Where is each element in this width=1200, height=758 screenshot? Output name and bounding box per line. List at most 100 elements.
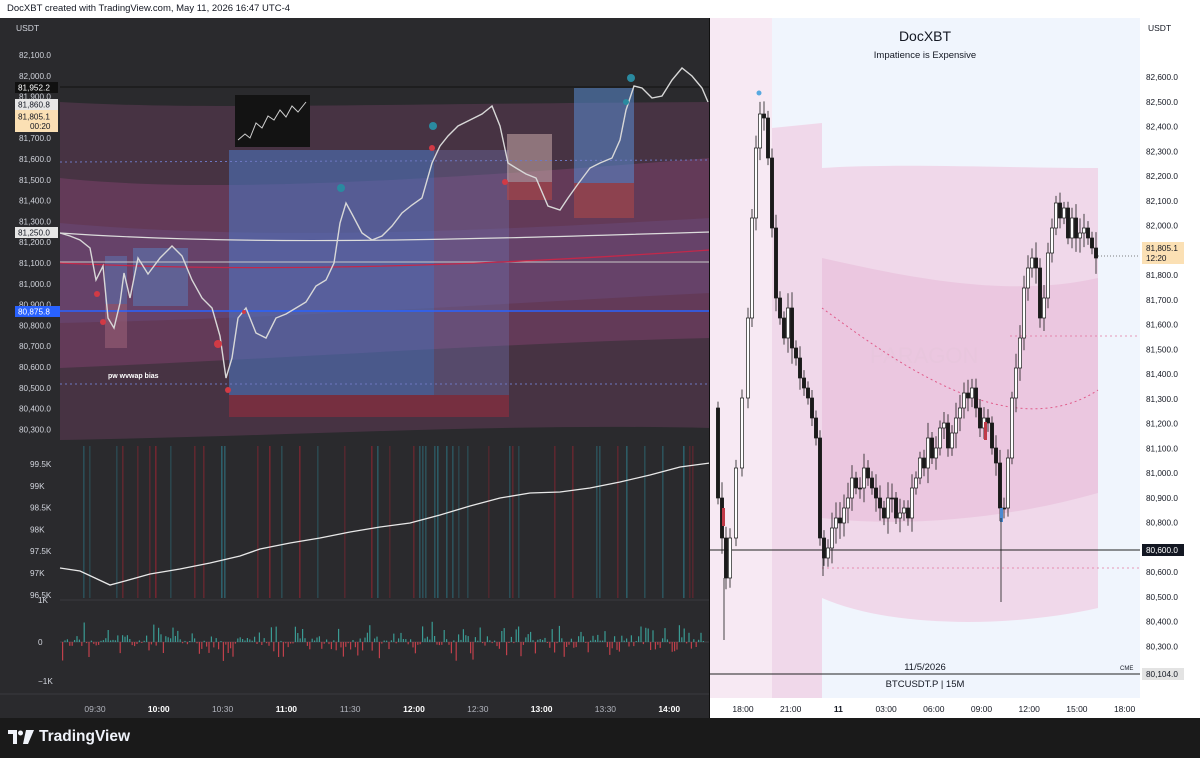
delta-bar <box>299 638 301 642</box>
delta-bar <box>234 642 236 644</box>
candle-body <box>1010 397 1014 459</box>
price-tag-81952[interactable]: 81,952.2 <box>15 82 58 93</box>
indicator-bar <box>467 446 469 598</box>
delta-bar <box>376 636 378 642</box>
price-tag-81860[interactable]: 81,860.8 <box>15 99 58 110</box>
delta-bar <box>470 642 472 654</box>
delta-bar <box>561 638 563 642</box>
svg-text:80,600.0: 80,600.0 <box>1146 546 1178 555</box>
right-last-price-tag[interactable]: 81,805.1 12:20 <box>1142 242 1184 264</box>
tradingview-logo[interactable]: TradingView <box>8 728 130 746</box>
right-time-tick: 11 <box>834 704 843 714</box>
candle-body <box>1014 367 1018 399</box>
delta-bar <box>378 642 380 659</box>
delta-bar <box>666 639 668 642</box>
left-price-tick: 80,400.0 <box>19 405 51 414</box>
delta-bar <box>143 640 145 642</box>
left-chart-panel[interactable]: pw wvwap bias USDT 82,100.0 82,000.0 81,90… <box>0 18 711 718</box>
indicator-volume-bars <box>83 446 694 598</box>
right-chart-panel[interactable]: PARAGON DocXBT Impatience is Expensive 1… <box>710 18 1200 718</box>
candle-body <box>846 497 850 509</box>
candle-body <box>1018 337 1022 369</box>
exchange-label: CME <box>1120 666 1133 672</box>
delta-bar <box>525 637 527 642</box>
delta-bar <box>674 642 676 652</box>
delta-bar <box>590 640 592 642</box>
delta-bar <box>366 632 368 642</box>
delta-bar <box>695 642 697 647</box>
short-position-box[interactable] <box>507 134 552 182</box>
candlestick-series <box>716 101 1098 640</box>
indicator-bar <box>299 446 301 598</box>
delta-bar <box>148 642 150 651</box>
delta-bar <box>242 639 244 642</box>
right-price-tick: 81,200.0 <box>1146 420 1178 429</box>
indicator-bar <box>257 446 259 598</box>
delta-bar <box>309 642 311 650</box>
price-tag-80875[interactable]: 80,875.8 <box>15 306 60 317</box>
indicator-tick: 96.5K <box>30 591 52 600</box>
time-tick: 14:00 <box>658 704 680 714</box>
candle-body <box>1086 227 1090 239</box>
delta-bar <box>414 642 416 654</box>
long-position-box-3[interactable] <box>229 150 434 395</box>
left-time-axis[interactable]: 09:30 10:00 10:30 11:00 11:30 12:00 12:30 13:00… <box>84 704 680 714</box>
left-price-axis[interactable]: 82,100.082,000.081,900.081,800.081,700.0… <box>19 51 51 434</box>
right-price-tick: 81,500.0 <box>1146 345 1178 354</box>
indicator-bar <box>599 446 601 598</box>
left-price-tick: 82,000.0 <box>19 72 51 81</box>
delta-bar <box>419 642 421 645</box>
indicator-tick: 97K <box>30 569 45 578</box>
indicator-bar <box>281 446 283 598</box>
left-price-tick: 81,400.0 <box>19 197 51 206</box>
right-price-tag-80600[interactable]: 80,600.0 <box>1142 544 1184 556</box>
delta-bar <box>678 625 680 642</box>
delta-bar <box>383 640 385 642</box>
time-tick: 13:00 <box>531 704 553 714</box>
last-price-tag[interactable]: 81,805.1 00:20 <box>15 110 58 132</box>
indicator-bar <box>116 446 118 598</box>
candle-body <box>954 417 958 434</box>
candle-body <box>746 317 750 399</box>
indicator-bar <box>692 446 694 598</box>
candle-body <box>1054 202 1058 229</box>
delta-bar <box>273 642 275 652</box>
right-time-axis[interactable]: 18:00 21:00 11 03:00 06:00 09:00 12:00 15:00 18:… <box>732 704 1135 714</box>
right-price-tick: 82,500.0 <box>1146 98 1178 107</box>
delta-bar <box>573 642 575 648</box>
candle-body <box>878 497 882 509</box>
delta-bar <box>539 639 541 642</box>
delta-bar <box>333 640 335 642</box>
delta-bar <box>90 640 92 642</box>
delta-bar <box>357 642 359 656</box>
candle-body <box>818 437 822 539</box>
candle-body <box>822 537 826 559</box>
indicator-bar <box>596 446 598 598</box>
candle-body <box>938 427 942 449</box>
delta-bar <box>146 635 148 642</box>
indicator-bar <box>644 446 646 598</box>
tradingview-logo-icon <box>8 730 34 744</box>
left-price-tick: 80,300.0 <box>19 425 51 434</box>
candle-body <box>918 457 922 479</box>
delta-bar <box>215 638 217 642</box>
delta-bar <box>450 642 452 654</box>
candle-body <box>1042 297 1046 319</box>
long-position-box-1[interactable] <box>105 256 127 348</box>
time-tick: 11:30 <box>340 704 361 714</box>
stop-loss-box-3[interactable] <box>229 395 509 417</box>
delta-bar <box>194 638 196 642</box>
delta-bar <box>263 638 265 642</box>
right-price-tag-80104[interactable]: 80,104.0 <box>1142 668 1184 680</box>
left-price-tick: 81,500.0 <box>19 176 51 185</box>
delta-bar <box>227 642 229 653</box>
delta-bar <box>630 635 632 642</box>
delta-bar <box>551 629 553 642</box>
delta-bar <box>251 640 253 642</box>
delta-bar <box>282 642 284 657</box>
price-tag-81250[interactable]: 81,250.0 <box>15 227 58 238</box>
delta-bar <box>167 637 169 642</box>
delta-bar <box>412 642 414 648</box>
candle-body <box>806 387 810 399</box>
delta-bar <box>628 642 630 647</box>
